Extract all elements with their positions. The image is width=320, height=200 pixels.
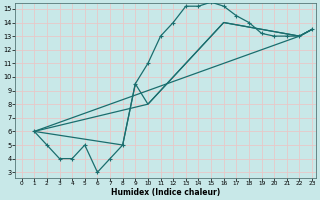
X-axis label: Humidex (Indice chaleur): Humidex (Indice chaleur)	[111, 188, 220, 197]
